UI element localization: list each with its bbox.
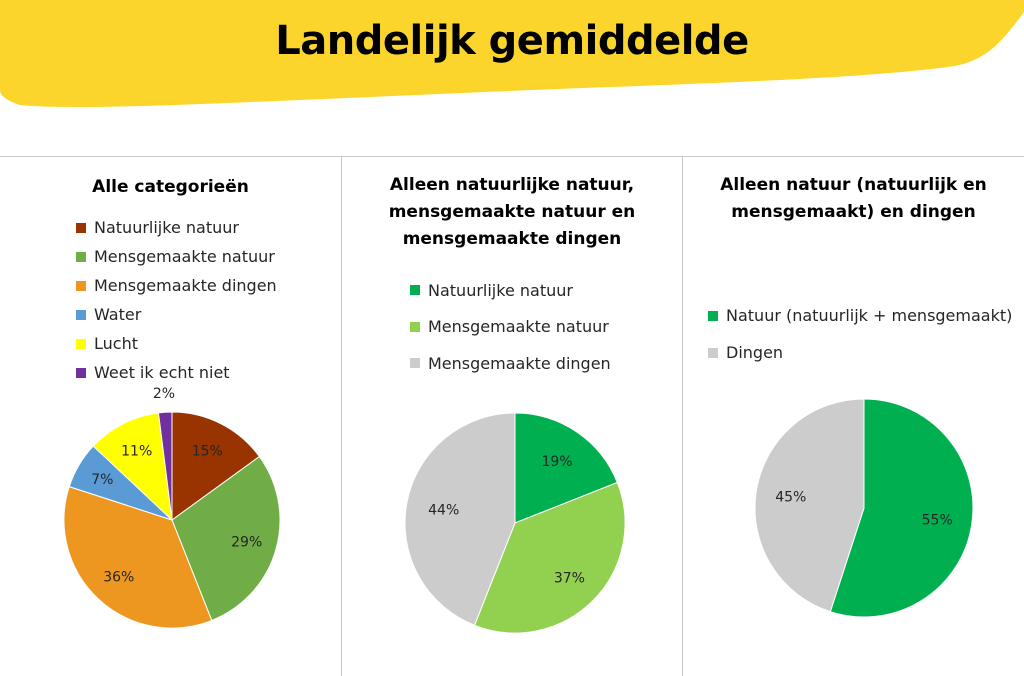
pie-chart: 15% 29% 36% 7% 11% 2% [63, 386, 281, 629]
data-label: 7% [91, 472, 113, 488]
legend-swatch [76, 222, 86, 233]
data-label: 2% [153, 386, 175, 402]
data-label: 45% [775, 489, 806, 505]
chart-panels: Alle categorieën Natuurlijke natuur Mensg… [0, 156, 1024, 676]
legend-item: Natuur (natuurlijk + mensgemaakt) [708, 297, 1012, 334]
legend-label: Dingen [726, 343, 784, 362]
pie-slice [157, 411, 173, 521]
data-label: 11% [121, 444, 152, 460]
data-label: 44% [428, 502, 459, 518]
pie-slice [171, 411, 261, 521]
legend-label: Lucht [94, 334, 138, 353]
pie-slice [171, 455, 281, 622]
legend-label: Natuur (natuurlijk + mensgemaakt) [726, 306, 1013, 325]
data-label: 37% [554, 570, 585, 586]
pie-slice [473, 481, 626, 634]
data-label: 19% [541, 454, 572, 470]
chart-legend: Natuur (natuurlijk + mensgemaakt) Dingen [708, 297, 1012, 371]
legend-swatch [708, 310, 718, 321]
data-label: 55% [922, 513, 953, 529]
page-title: Landelijk gemiddelde [275, 18, 749, 64]
data-label: 29% [231, 535, 262, 551]
legend-label: Mensgemaakte natuur [94, 247, 275, 266]
legend-swatch [76, 338, 86, 349]
legend-label: Mensgemaakte dingen [428, 353, 611, 373]
legend-swatch [76, 251, 86, 262]
legend-swatch [410, 358, 420, 369]
legend-item: Mensgemaakte natuur [76, 242, 277, 271]
pie-slice [92, 412, 173, 522]
pie-chart: 55% 45% [754, 398, 974, 618]
chart-panel-all: Alle categorieën Natuurlijke natuur Mensg… [0, 157, 341, 676]
legend-item: Mensgemaakte dingen [410, 345, 611, 382]
legend-label: Mensgemaakte natuur [428, 317, 609, 337]
banner-shape [0, 0, 1024, 108]
legend-label: Natuurlijke natuur [428, 280, 573, 300]
pie-slice [63, 485, 213, 629]
chart-title: Alleen natuurlijke natuur, mensgemaakte … [388, 175, 636, 249]
data-label: 15% [192, 444, 223, 460]
legend-label: Natuurlijke natuur [94, 218, 239, 237]
legend-label: Mensgemaakte dingen [94, 276, 277, 295]
pie-chart: 19% 37% 44% [404, 412, 626, 634]
pie-slice [754, 398, 865, 613]
data-label: 36% [103, 570, 134, 586]
legend-swatch [76, 280, 86, 291]
legend-item: Water [76, 300, 277, 329]
legend-swatch [76, 309, 86, 320]
title-banner [0, 0, 1024, 108]
legend-item: Mensgemaakte dingen [76, 271, 277, 300]
pie-slice [404, 412, 516, 626]
chart-legend: Natuurlijke natuur Mensgemaakte natuur Men… [410, 272, 611, 382]
legend-item: Weet ik echt niet [76, 358, 277, 387]
pie-slice [829, 398, 974, 618]
chart-panel-two: Alleen natuur (natuurlijk en mensgemaakt… [682, 157, 1024, 676]
legend-swatch [76, 367, 86, 378]
legend-item: Lucht [76, 329, 277, 358]
legend-swatch [410, 321, 420, 332]
legend-label: Water [94, 305, 142, 324]
legend-item: Natuurlijke natuur [410, 272, 611, 309]
legend-item: Mensgemaakte natuur [410, 309, 611, 346]
legend-label: Weet ik echt niet [94, 363, 230, 382]
chart-title: Alleen natuur (natuurlijk en mensgemaakt… [720, 175, 987, 222]
legend-swatch [708, 347, 718, 358]
chart-panel-three: Alleen natuurlijke natuur, mensgemaakte … [341, 157, 682, 676]
chart-title: Alle categorieën [92, 177, 249, 197]
legend-item: Dingen [708, 334, 1012, 371]
legend-swatch [410, 285, 420, 296]
legend-item: Natuurlijke natuur [76, 213, 277, 242]
chart-legend: Natuurlijke natuur Mensgemaakte natuur Men… [76, 213, 277, 387]
pie-slice [514, 412, 618, 524]
